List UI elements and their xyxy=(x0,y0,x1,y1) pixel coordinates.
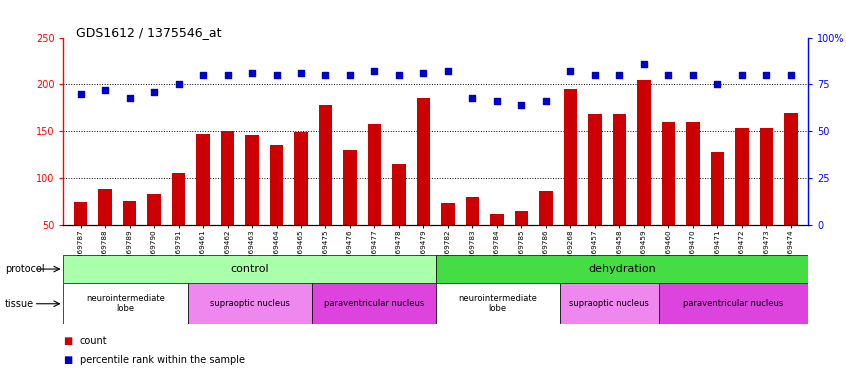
Bar xyxy=(442,203,454,272)
Point xyxy=(735,72,749,78)
Bar xyxy=(465,197,479,272)
Text: paraventricular nucleus: paraventricular nucleus xyxy=(323,299,424,308)
Point xyxy=(588,72,602,78)
Point xyxy=(294,70,308,76)
Text: count: count xyxy=(80,336,107,346)
Point xyxy=(539,98,552,104)
Point xyxy=(172,81,185,87)
Text: ■: ■ xyxy=(63,355,73,365)
Point xyxy=(319,72,332,78)
Point xyxy=(270,72,283,78)
Bar xyxy=(196,134,210,272)
Point xyxy=(784,72,798,78)
Point xyxy=(417,70,431,76)
Bar xyxy=(560,283,659,324)
Bar xyxy=(662,122,675,272)
Bar xyxy=(613,114,626,272)
Text: protocol: protocol xyxy=(5,264,45,274)
Bar xyxy=(539,191,552,272)
Bar xyxy=(311,283,436,324)
Bar xyxy=(436,255,808,283)
Bar xyxy=(784,112,798,272)
Point xyxy=(711,81,724,87)
Bar xyxy=(760,128,773,272)
Bar xyxy=(417,99,430,272)
Text: supraoptic nucleus: supraoptic nucleus xyxy=(569,299,650,308)
Point xyxy=(123,94,136,100)
Bar xyxy=(172,172,185,272)
Point xyxy=(441,68,454,74)
Bar xyxy=(63,255,436,283)
Point xyxy=(637,61,651,67)
Bar xyxy=(368,124,382,272)
Bar xyxy=(343,150,357,272)
Bar xyxy=(393,164,406,272)
Text: percentile rank within the sample: percentile rank within the sample xyxy=(80,355,244,365)
Text: tissue: tissue xyxy=(5,299,34,309)
Bar xyxy=(123,201,136,272)
Point xyxy=(465,94,479,100)
Text: neurointermediate
lobe: neurointermediate lobe xyxy=(459,294,537,314)
Bar xyxy=(563,89,577,272)
Point xyxy=(686,72,700,78)
Point xyxy=(245,70,259,76)
Bar xyxy=(637,80,651,272)
Bar xyxy=(294,132,308,272)
Bar xyxy=(711,152,724,272)
Bar xyxy=(686,122,700,272)
Bar xyxy=(245,135,259,272)
Point xyxy=(98,87,112,93)
Bar xyxy=(147,194,161,272)
Bar xyxy=(735,128,749,272)
Bar xyxy=(319,105,332,272)
Point xyxy=(393,72,406,78)
Bar xyxy=(659,283,808,324)
Text: GDS1612 / 1375546_at: GDS1612 / 1375546_at xyxy=(76,26,222,39)
Bar xyxy=(588,114,602,272)
Bar xyxy=(436,283,560,324)
Text: control: control xyxy=(230,264,269,274)
Text: neurointermediate
lobe: neurointermediate lobe xyxy=(86,294,165,314)
Bar xyxy=(221,131,234,272)
Point xyxy=(514,102,528,108)
Bar xyxy=(98,189,112,272)
Point xyxy=(613,72,626,78)
Point xyxy=(760,72,773,78)
Bar xyxy=(188,283,311,324)
Text: ■: ■ xyxy=(63,336,73,346)
Point xyxy=(368,68,382,74)
Point xyxy=(74,91,87,97)
Bar xyxy=(74,202,87,272)
Point xyxy=(563,68,577,74)
Point xyxy=(196,72,210,78)
Point xyxy=(147,89,161,95)
Bar xyxy=(270,146,283,272)
Point xyxy=(490,98,503,104)
Bar xyxy=(514,211,528,272)
Bar xyxy=(63,283,188,324)
Point xyxy=(662,72,675,78)
Bar xyxy=(490,214,503,272)
Point xyxy=(221,72,234,78)
Point xyxy=(343,72,357,78)
Text: dehydration: dehydration xyxy=(588,264,656,274)
Text: paraventricular nucleus: paraventricular nucleus xyxy=(684,299,783,308)
Text: supraoptic nucleus: supraoptic nucleus xyxy=(210,299,289,308)
